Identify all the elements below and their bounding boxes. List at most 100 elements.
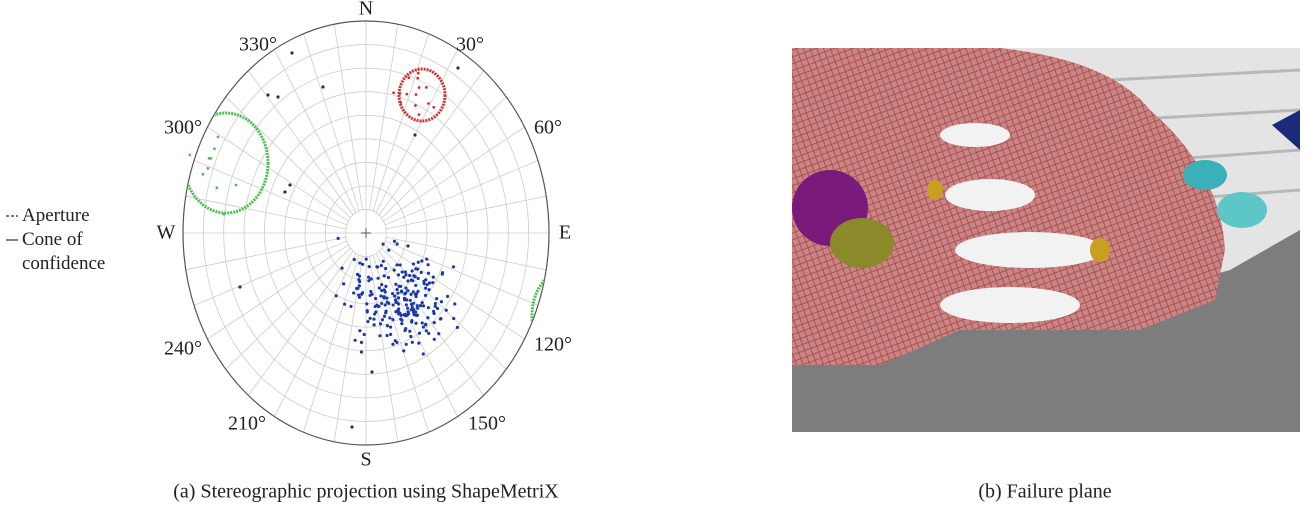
pole-blue xyxy=(381,243,384,246)
pole-blue xyxy=(404,286,407,289)
pole-blue xyxy=(416,314,419,317)
pole-blue xyxy=(411,269,414,272)
pole-blue xyxy=(380,264,383,267)
hole xyxy=(940,123,1010,147)
azimuth-label: 240° xyxy=(164,338,202,360)
pole-blue xyxy=(403,329,406,332)
pole-blue xyxy=(358,261,361,264)
legend-aperture: Aperture xyxy=(22,204,142,228)
pole-blue xyxy=(363,333,366,336)
pole-blue xyxy=(383,315,386,318)
pole-blue xyxy=(369,290,372,293)
pole-blue xyxy=(360,350,363,353)
compass-e: E xyxy=(559,222,571,244)
pole-green xyxy=(188,153,191,156)
pole-blue xyxy=(380,283,383,286)
pole-blue xyxy=(405,303,408,306)
pole-blue xyxy=(414,295,417,298)
grid-spoke xyxy=(382,97,507,218)
pole-blue xyxy=(365,302,368,305)
pole-blue xyxy=(379,322,382,325)
pole-blue xyxy=(378,334,381,337)
hole xyxy=(945,179,1035,211)
grid-spoke xyxy=(186,196,346,229)
pole-blue xyxy=(368,294,371,297)
grid-spoke xyxy=(186,237,346,270)
pole-blue xyxy=(417,277,420,280)
pole-blue xyxy=(343,303,346,306)
pole-blue xyxy=(414,284,417,287)
pole-blue xyxy=(406,289,409,292)
pole-blue xyxy=(406,279,409,282)
pole-other xyxy=(413,133,416,136)
pole-blue xyxy=(374,297,377,300)
pole-blue xyxy=(417,341,420,344)
stereonet-grid xyxy=(183,21,549,445)
pole-red xyxy=(414,104,417,107)
pole-blue xyxy=(427,332,430,335)
azimuth-label: 150° xyxy=(468,413,506,435)
pole-blue xyxy=(394,283,397,286)
pole-blue xyxy=(422,280,425,283)
pole-blue xyxy=(403,297,406,300)
pole-blue xyxy=(409,299,412,302)
pole-blue xyxy=(406,310,409,313)
pole-blue xyxy=(358,284,361,287)
pole-blue xyxy=(395,263,398,266)
grid-spoke xyxy=(334,24,362,210)
pole-blue xyxy=(414,310,417,313)
pole-blue xyxy=(358,329,361,332)
grid-spoke xyxy=(208,127,349,221)
pole-other xyxy=(370,370,373,373)
pole-blue xyxy=(400,322,403,325)
pole-blue xyxy=(349,305,352,308)
pole-blue xyxy=(452,265,455,268)
pole-blue xyxy=(426,283,429,286)
figure-page: N S W E 330° 30° 300° 60° 240° 120° 210°… xyxy=(0,0,1310,511)
cones xyxy=(184,69,612,363)
azimuth-label: 300° xyxy=(164,117,202,139)
grid-spoke xyxy=(384,127,525,221)
pole-red xyxy=(392,91,395,94)
patch-yellow xyxy=(927,180,943,200)
pole-blue xyxy=(381,318,384,321)
pole-red xyxy=(427,102,430,105)
pole-red xyxy=(405,93,408,96)
pole-blue xyxy=(425,329,428,332)
pole-other xyxy=(290,51,293,54)
grid-spoke xyxy=(386,196,546,229)
pole-blue xyxy=(433,338,436,341)
pole-blue xyxy=(414,322,417,325)
compass-n: N xyxy=(359,0,373,20)
pole-blue xyxy=(368,265,371,268)
pole-blue xyxy=(375,265,378,268)
pole-blue xyxy=(425,257,428,260)
pole-blue xyxy=(382,260,385,263)
pole-blue xyxy=(377,277,380,280)
pole-blue xyxy=(393,269,396,272)
pole-blue xyxy=(424,323,427,326)
pole-blue xyxy=(358,296,361,299)
pole-blue xyxy=(418,332,421,335)
pole-blue xyxy=(417,261,420,264)
patch-cyan xyxy=(1183,160,1227,190)
pole-blue xyxy=(394,301,397,304)
pole-blue xyxy=(402,276,405,279)
pole-blue xyxy=(360,341,363,344)
pole-red xyxy=(407,76,410,79)
azimuth-label: 210° xyxy=(228,413,266,435)
grid-spoke xyxy=(226,248,351,369)
pole-blue xyxy=(365,257,368,260)
pole-blue xyxy=(395,310,398,313)
pole-red xyxy=(417,113,420,116)
pole-blue xyxy=(439,317,442,320)
pole-blue xyxy=(373,323,376,326)
pole-blue xyxy=(379,294,382,297)
pole-blue xyxy=(387,249,390,252)
pole-blue xyxy=(374,305,377,308)
pole-blue xyxy=(388,316,391,319)
pole-red xyxy=(425,86,428,89)
azimuth-label: 30° xyxy=(456,34,484,56)
pole-green xyxy=(217,135,220,138)
pole-blue xyxy=(384,285,387,288)
